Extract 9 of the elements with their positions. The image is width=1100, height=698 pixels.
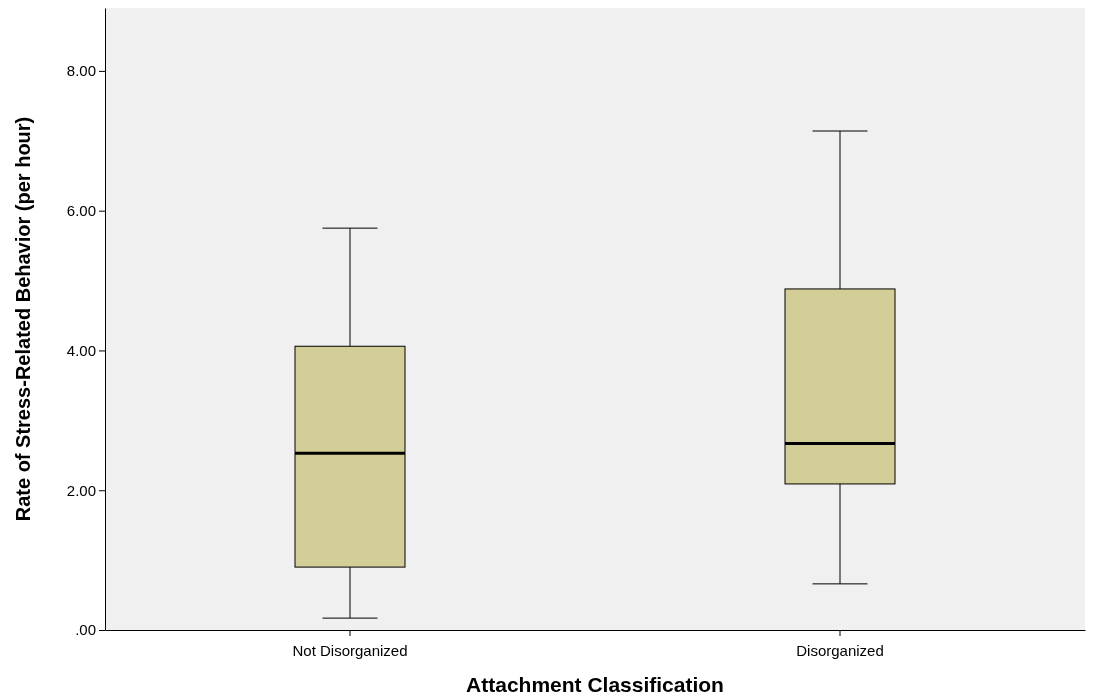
x-tick-label: Disorganized [796,641,884,659]
y-tick-label: 6.00 [66,201,96,219]
x-axis-title: Attachment Classification [466,673,724,696]
y-tick-label: 2.00 [66,481,96,499]
y-tick-label: .00 [75,621,96,639]
y-tick-label: 4.00 [66,341,96,359]
y-tick-label: 8.00 [66,62,96,80]
y-axis-title: Rate of Stress-Related Behavior (per hour) [12,116,34,522]
x-tick-label: Not Disorganized [292,641,408,659]
